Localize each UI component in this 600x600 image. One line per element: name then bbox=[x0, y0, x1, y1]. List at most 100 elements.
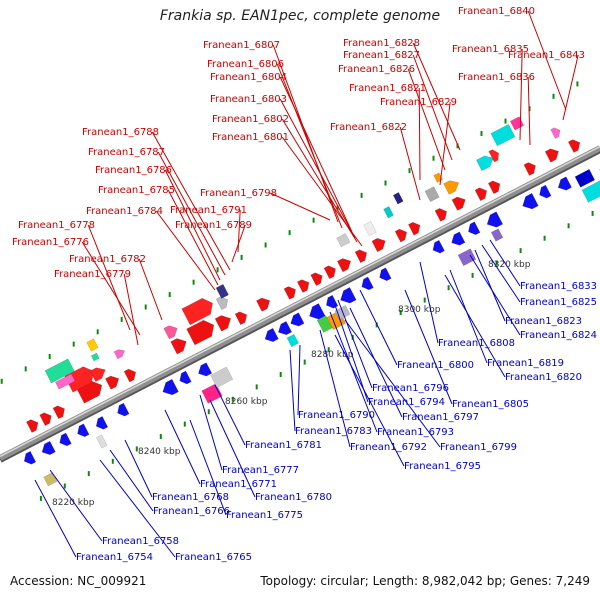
reverse-gene-arrow-4 bbox=[95, 416, 109, 430]
forward-gene-outer-4 bbox=[181, 298, 213, 326]
forward-gene-arrow-4 bbox=[105, 375, 120, 390]
reverse-band-tick-8 bbox=[231, 396, 234, 402]
forward-gene-arrow-11 bbox=[283, 286, 296, 300]
reverse-gene-arrow-3 bbox=[77, 423, 90, 438]
forward-gene-arrow-15 bbox=[336, 258, 352, 273]
forward-gene-outer-9 bbox=[550, 127, 561, 139]
reverse-label-leader bbox=[359, 289, 398, 366]
forward-band-tick-12 bbox=[264, 242, 267, 248]
forward-gene-arrow-19 bbox=[408, 221, 421, 236]
reverse-gene-label: Franean1_6793 bbox=[377, 427, 454, 438]
forward-gene-arrow-8 bbox=[214, 315, 232, 332]
forward-gene-arrow-24 bbox=[523, 162, 536, 176]
reverse-label-leader bbox=[297, 344, 301, 416]
forward-gene-arrow-2 bbox=[52, 405, 65, 420]
reverse-gene-label: Franean1_6824 bbox=[520, 330, 597, 341]
forward-label-leader bbox=[123, 273, 139, 346]
forward-label-leader bbox=[279, 76, 353, 233]
forward-band-tick-25 bbox=[576, 81, 579, 87]
forward-gene-label: Franean1_6791 bbox=[170, 205, 247, 216]
forward-label-leader bbox=[87, 224, 131, 331]
forward-gene-label: Franean1_6801 bbox=[212, 132, 289, 143]
forward-band-tick-13 bbox=[288, 230, 291, 236]
reverse-gene-arrow-19 bbox=[468, 221, 481, 236]
forward-gene-arrow-18 bbox=[394, 228, 407, 243]
reverse-label-leader bbox=[344, 319, 441, 448]
reverse-gene-box-8 bbox=[457, 248, 477, 267]
reverse-gene-box-4 bbox=[286, 333, 299, 348]
reverse-band-tick-16 bbox=[423, 297, 426, 303]
backbone-line bbox=[0, 145, 600, 461]
forward-band-tick-11 bbox=[240, 254, 243, 260]
forward-band-tick-5 bbox=[96, 329, 99, 335]
forward-gene-outer-5 bbox=[215, 296, 229, 311]
forward-label-leader bbox=[164, 169, 221, 281]
forward-band-tick-10 bbox=[216, 267, 219, 273]
map-title: Frankia sp. EAN1pec, complete genome bbox=[159, 8, 441, 24]
reverse-band-tick-12 bbox=[327, 347, 330, 353]
reverse-band-tick-6 bbox=[183, 421, 186, 427]
reverse-band-tick-23 bbox=[591, 210, 594, 216]
forward-gene-arrow-26 bbox=[567, 139, 581, 153]
reverse-band-tick-15 bbox=[399, 310, 402, 315]
forward-gene-outer-7 bbox=[476, 155, 494, 172]
forward-label-leader bbox=[562, 54, 579, 121]
reverse-band-tick-7 bbox=[207, 409, 210, 415]
reverse-gene-label: Franean1_6766 bbox=[153, 506, 230, 517]
reverse-gene-arrow-10 bbox=[277, 321, 293, 336]
reverse-gene-arrow-12 bbox=[309, 303, 326, 320]
reverse-label-leader bbox=[349, 307, 403, 418]
reverse-label-leader bbox=[329, 311, 378, 433]
forward-gene-arrow-5 bbox=[123, 368, 136, 383]
reverse-gene-label: Franean1_6825 bbox=[520, 297, 597, 308]
reverse-band-tick-9 bbox=[255, 384, 258, 390]
reverse-label-leader bbox=[164, 409, 201, 485]
forward-label-leader bbox=[151, 131, 231, 271]
forward-band-tick-15 bbox=[336, 205, 339, 211]
reverse-gene-label: Franean1_6833 bbox=[520, 281, 597, 292]
reverse-band-tick-2 bbox=[87, 471, 90, 477]
reverse-gene-box-3 bbox=[210, 366, 234, 388]
scale-tick-label: 8280 kbp bbox=[311, 350, 354, 360]
forward-label-leader bbox=[439, 101, 451, 186]
scale-tick-label: 8300 kbp bbox=[398, 305, 441, 315]
forward-band-tick-18 bbox=[408, 168, 411, 174]
forward-gene-arrow-13 bbox=[310, 272, 323, 286]
forward-gene-label: Franean1_6778 bbox=[18, 220, 95, 231]
forward-gene-outer-6 bbox=[443, 180, 460, 195]
reverse-gene-label: Franean1_6819 bbox=[487, 358, 564, 369]
forward-gene-outer-2 bbox=[113, 349, 126, 360]
reverse-band-tick-4 bbox=[135, 446, 138, 452]
reverse-gene-arrow-21 bbox=[522, 192, 539, 210]
forward-gene-box-0 bbox=[44, 358, 75, 384]
forward-label-leader bbox=[231, 224, 246, 263]
reverse-gene-label: Franean1_6790 bbox=[298, 410, 375, 421]
reverse-label-leader bbox=[319, 329, 351, 448]
reverse-label-leader bbox=[99, 459, 176, 558]
reverse-gene-arrow-13 bbox=[326, 294, 339, 309]
reverse-gene-label: Franean1_6796 bbox=[372, 383, 449, 394]
forward-band-tick-24 bbox=[552, 93, 555, 99]
reverse-gene-arrow-8 bbox=[198, 362, 213, 377]
reverse-label-leader bbox=[449, 269, 488, 364]
reverse-gene-label: Franean1_6805 bbox=[452, 399, 529, 410]
reverse-gene-label: Franean1_6777 bbox=[222, 465, 299, 476]
forward-gene-arrow-17 bbox=[371, 238, 386, 253]
reverse-gene-box-11 bbox=[574, 168, 596, 188]
reverse-gene-arrow-22 bbox=[539, 184, 552, 199]
reverse-label-leader bbox=[214, 384, 246, 446]
forward-label-leader bbox=[281, 136, 363, 247]
reverse-label-leader bbox=[109, 449, 154, 512]
forward-gene-box-5 bbox=[336, 233, 351, 248]
forward-gene-outer-8 bbox=[488, 149, 499, 163]
reverse-gene-arrow-18 bbox=[451, 231, 466, 246]
forward-gene-label: Franean1_6787 bbox=[88, 147, 165, 158]
forward-label-leader bbox=[412, 42, 461, 151]
forward-gene-outer-3 bbox=[163, 325, 178, 340]
forward-band-tick-2 bbox=[24, 366, 27, 372]
forward-label-leader bbox=[519, 48, 523, 141]
reverse-gene-arrow-20 bbox=[486, 211, 504, 228]
reverse-gene-label: Franean1_6771 bbox=[200, 479, 277, 490]
